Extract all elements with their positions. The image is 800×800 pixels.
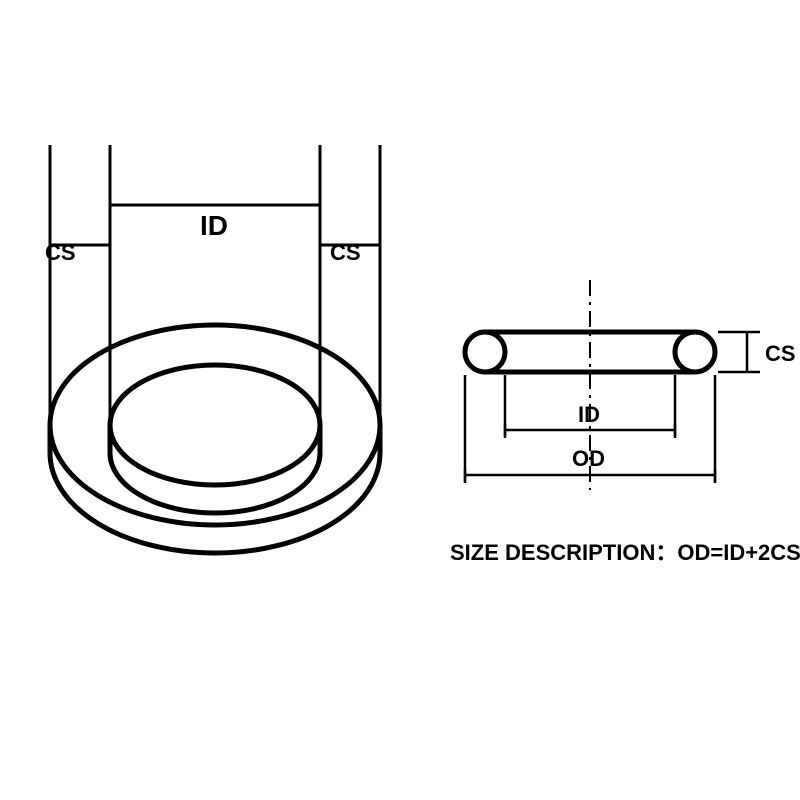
label-cs-right: CS bbox=[330, 240, 361, 265]
label-id-iso: ID bbox=[200, 210, 228, 241]
isometric-ring bbox=[50, 145, 380, 553]
label-id-section: ID bbox=[578, 402, 600, 427]
size-description-formula: SIZE DESCRIPTION：OD=ID+2CS bbox=[450, 540, 800, 565]
label-od-section: OD bbox=[572, 446, 605, 471]
section-circle-right bbox=[675, 332, 715, 372]
label-cs-section: CS bbox=[765, 341, 796, 366]
label-cs-left: CS bbox=[45, 240, 76, 265]
cross-section bbox=[465, 280, 760, 490]
section-circle-left bbox=[465, 332, 505, 372]
